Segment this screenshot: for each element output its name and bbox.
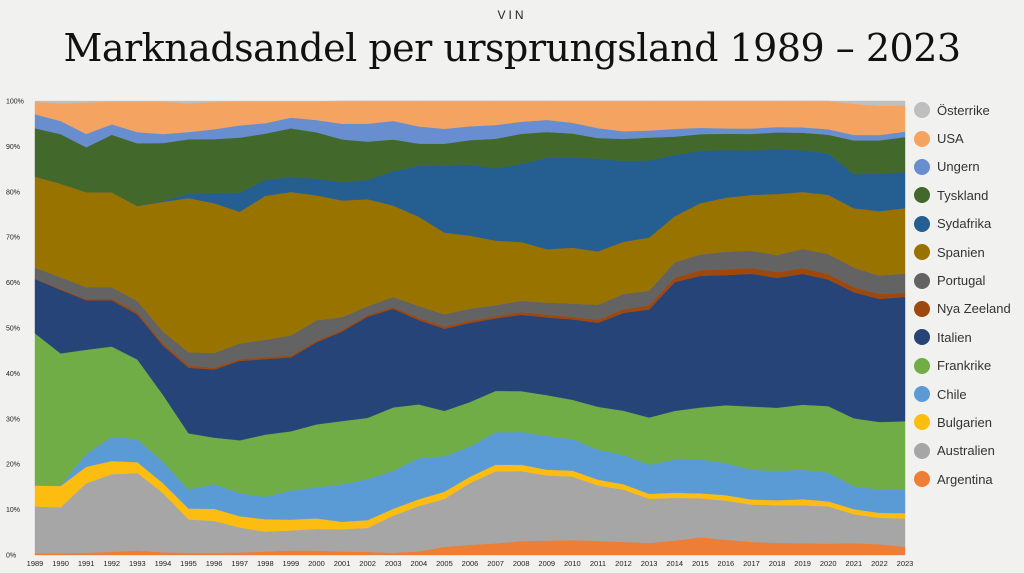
legend-item: Spanien	[914, 238, 1022, 266]
legend-label: Frankrike	[937, 358, 992, 374]
x-tick-label: 1989	[27, 559, 44, 568]
x-tick-label: 1992	[103, 559, 120, 568]
x-tick-label: 2014	[666, 559, 683, 568]
x-tick-label: 2005	[436, 559, 453, 568]
y-tick-label: 20%	[6, 462, 20, 469]
x-tick-label: 1998	[257, 559, 274, 568]
legend-swatch	[914, 414, 930, 431]
x-tick-label: 2004	[410, 559, 427, 568]
x-tick-label: 2022	[871, 559, 888, 568]
legend-item: Ungern	[914, 153, 1022, 181]
x-tick-label: 1994	[155, 559, 172, 568]
x-tick-label: 1999	[283, 559, 300, 568]
legend-label: Portugal	[937, 273, 986, 289]
y-tick-label: 50%	[6, 326, 20, 333]
legend-label: Italien	[937, 329, 972, 345]
y-tick-label: 60%	[6, 280, 20, 287]
x-tick-label: 2007	[487, 559, 504, 568]
legend-swatch	[914, 329, 930, 346]
legend-label: Australien	[937, 443, 995, 459]
x-tick-label: 2023	[897, 559, 914, 568]
legend-swatch	[914, 471, 930, 488]
legend-label: Tyskland	[937, 187, 989, 203]
legend-item: Tyskland	[914, 181, 1022, 209]
x-tick-label: 1995	[180, 559, 197, 568]
y-tick-label: 70%	[6, 235, 20, 242]
legend-label: Chile	[937, 386, 967, 402]
legend-item: Argentina	[914, 465, 1022, 493]
legend-swatch	[914, 442, 930, 459]
x-tick-label: 2016	[718, 559, 735, 568]
x-tick-label: 2006	[462, 559, 479, 568]
x-tick-label: 2019	[794, 559, 811, 568]
area-series-group	[34, 100, 906, 556]
legend-item: USA	[914, 124, 1022, 152]
x-tick-label: 2003	[385, 559, 402, 568]
legend-swatch	[914, 272, 930, 289]
x-tick-label: 1990	[52, 559, 69, 568]
legend-swatch	[914, 357, 930, 374]
legend-label: Sydafrika	[937, 216, 992, 232]
y-axis: 0% 10% 20% 30% 40% 50% 60% 70% 80% 90% 100%	[6, 99, 24, 560]
x-tick-label: 2001	[334, 559, 351, 568]
x-tick-label: 2010	[564, 559, 581, 568]
x-tick-label: 1997	[231, 559, 248, 568]
x-tick-label: 2015	[692, 559, 709, 568]
chart-kicker: VIN	[497, 8, 527, 22]
x-tick-label: 1996	[206, 559, 223, 568]
legend-label: Nya Zeeland	[937, 301, 1011, 317]
y-tick-label: 40%	[6, 371, 20, 378]
y-tick-label: 100%	[6, 99, 24, 106]
y-tick-label: 30%	[6, 416, 20, 423]
x-tick-label: 2011	[590, 559, 606, 568]
legend-swatch	[914, 215, 930, 232]
x-tick-label: 1993	[129, 559, 146, 568]
legend-swatch	[914, 102, 930, 119]
x-tick-label: 2012	[615, 559, 632, 568]
y-tick-label: 10%	[6, 507, 20, 514]
legend-swatch	[914, 244, 930, 261]
legend-swatch	[914, 158, 930, 175]
legend-item: Portugal	[914, 266, 1022, 294]
legend-label: Österrike	[937, 102, 990, 118]
area-series-österrike	[34, 100, 906, 107]
chart-legend: Österrike USA Ungern Tyskland Sydafrika Spani…	[914, 96, 1022, 493]
legend-item: Sydafrika	[914, 210, 1022, 238]
legend-item: Bulgarien	[914, 408, 1022, 436]
x-tick-label: 2020	[820, 559, 837, 568]
x-tick-label: 2009	[538, 559, 555, 568]
x-tick-label: 2013	[641, 559, 658, 568]
legend-item: Australien	[914, 437, 1022, 465]
legend-label: Argentina	[937, 471, 993, 487]
x-tick-label: 2018	[769, 559, 786, 568]
legend-item: Italien	[914, 323, 1022, 351]
chart-title: Marknadsandel per ursprungsland 1989 – 2…	[63, 26, 961, 70]
legend-label: Spanien	[937, 244, 985, 260]
legend-label: USA	[937, 131, 964, 147]
legend-label: Bulgarien	[937, 414, 992, 430]
x-tick-label: 2021	[845, 559, 862, 568]
legend-item: Chile	[914, 380, 1022, 408]
x-tick-label: 2017	[743, 559, 760, 568]
legend-swatch	[914, 187, 930, 204]
x-tick-label: 2008	[513, 559, 530, 568]
y-tick-label: 0%	[6, 553, 16, 560]
legend-swatch	[914, 386, 930, 403]
legend-item: Nya Zeeland	[914, 295, 1022, 323]
x-tick-label: 2000	[308, 559, 325, 568]
legend-label: Ungern	[937, 159, 980, 175]
legend-swatch	[914, 130, 930, 147]
x-tick-label: 2002	[359, 559, 376, 568]
y-tick-label: 90%	[6, 144, 20, 151]
legend-item: Frankrike	[914, 352, 1022, 380]
y-tick-label: 80%	[6, 189, 20, 196]
legend-item: Österrike	[914, 96, 1022, 124]
x-axis: 1989 1990 1991 1992 1993 1994 1995 1996 1997 1998…	[27, 559, 914, 568]
legend-swatch	[914, 300, 930, 317]
x-tick-label: 1991	[78, 559, 95, 568]
